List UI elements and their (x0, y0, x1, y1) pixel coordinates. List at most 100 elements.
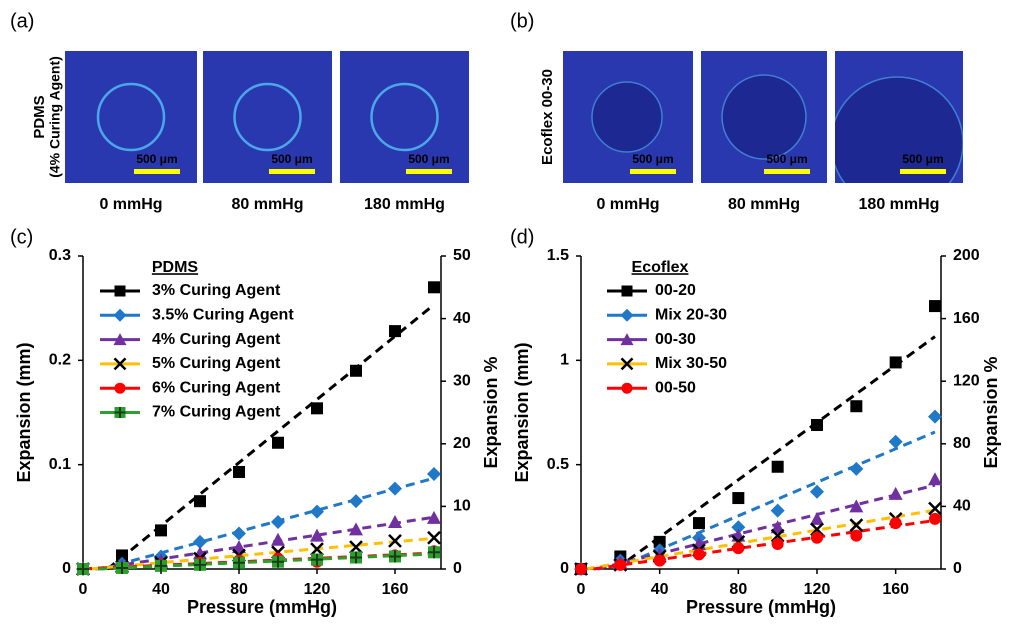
x-tick-label: 160 (382, 581, 409, 598)
marker (271, 532, 285, 546)
marker (693, 517, 705, 530)
marker (311, 553, 323, 566)
marker (889, 517, 902, 530)
legend-entry: Mix 20-30 (655, 307, 727, 324)
micrograph (701, 51, 827, 183)
marker-cross (233, 556, 245, 569)
marker (193, 534, 207, 549)
marker (620, 308, 634, 322)
marker (428, 281, 440, 294)
legend-entry: 4% Curing Agent (152, 331, 281, 348)
x-axis-label: Pressure (mmHg) (686, 597, 836, 617)
marker (77, 563, 89, 575)
marker (888, 486, 903, 500)
marker (271, 515, 285, 530)
y-tick-label: 0.1 (49, 456, 71, 473)
marker (113, 308, 127, 322)
y2-tick-label: 20 (453, 435, 471, 452)
marker (388, 515, 402, 529)
panel-label: (b) (510, 10, 534, 32)
marker (310, 528, 324, 542)
vessel-lumen (835, 76, 963, 183)
panel-label: (d) (510, 226, 534, 248)
marker (653, 535, 666, 548)
y-tick-label: 0.5 (547, 456, 569, 473)
marker (349, 522, 363, 536)
micrograph (340, 51, 469, 183)
marker-cross (311, 553, 323, 566)
scale-bar (764, 169, 810, 174)
marker (771, 537, 784, 550)
y2-axis-label: Expansion % (481, 356, 501, 468)
y2-tick-label: 10 (453, 498, 471, 515)
y2-tick-label: 200 (953, 247, 980, 264)
fit-line (106, 303, 435, 571)
marker (310, 542, 324, 557)
y-axis-label: Expansion (mm) (512, 342, 532, 482)
legend-entry: 6% Curing Agent (152, 379, 281, 396)
y2-tick-label: 40 (453, 310, 471, 327)
x-tick-label: 0 (79, 581, 88, 598)
marker-cross (77, 563, 89, 575)
pressure-label: 0 mmHg (596, 196, 659, 213)
material-label: PDMS (31, 95, 48, 138)
marker (929, 512, 941, 525)
scale-bar (134, 169, 180, 174)
vessel-wall (96, 82, 166, 152)
legend-title: PDMS (152, 259, 199, 276)
marker-cross (194, 558, 206, 571)
pressure-label: 180 mmHg (859, 196, 940, 213)
marker (928, 472, 942, 486)
marker (311, 402, 323, 415)
marker (113, 357, 127, 371)
marker (621, 382, 633, 394)
x-tick-label: 120 (304, 581, 331, 598)
marker (113, 333, 127, 346)
marker (849, 461, 864, 476)
marker (350, 551, 362, 564)
scale-bar-label: 500 μm (408, 152, 449, 166)
pressure-label: 0 mmHg (99, 196, 162, 213)
fit-line (593, 518, 936, 571)
marker (770, 520, 785, 534)
marker (850, 529, 863, 542)
marker (810, 511, 824, 525)
marker (770, 503, 785, 518)
marker (427, 467, 441, 482)
legend-title: Ecoflex (632, 259, 689, 276)
marker (349, 494, 363, 509)
legend-entry: 00-50 (655, 379, 696, 396)
marker (350, 364, 362, 377)
vessel-lumen (721, 74, 807, 160)
fit-line (98, 552, 435, 571)
scale-bar (630, 169, 676, 174)
x-tick-label: 160 (882, 581, 909, 598)
marker (194, 495, 206, 508)
micrograph-background (65, 51, 197, 183)
y-tick-label: 1 (560, 352, 569, 369)
y-tick-label: 0.3 (49, 247, 71, 264)
marker (811, 419, 823, 432)
marker (428, 546, 440, 559)
marker (620, 357, 634, 371)
scale-bar-label: 500 μm (632, 152, 673, 166)
scale-bar (406, 169, 452, 174)
y2-tick-label: 30 (453, 372, 471, 389)
fit-line (95, 515, 435, 571)
marker (427, 510, 441, 524)
fit-line (612, 430, 936, 571)
marker (849, 499, 864, 513)
marker (155, 559, 167, 572)
marker-cross (114, 407, 126, 418)
marker (427, 530, 441, 545)
material-note: (4% Curing Agent) (47, 56, 63, 178)
marker (575, 563, 587, 575)
marker (310, 504, 324, 519)
micrograph (835, 51, 963, 183)
y-tick-label: 0 (62, 560, 71, 577)
marker (114, 285, 126, 297)
marker-cross (389, 550, 401, 563)
marker (693, 548, 705, 561)
scale-bar-label: 500 μm (902, 152, 943, 166)
